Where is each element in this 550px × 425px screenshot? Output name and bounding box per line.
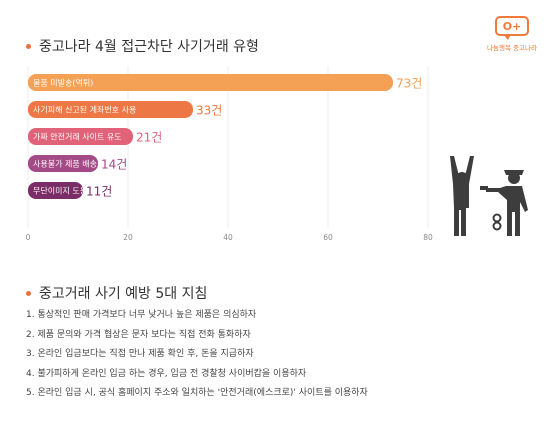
bar-category-label: 무단이미지 도용 <box>33 186 87 196</box>
x-tick-label: 80 <box>423 233 433 242</box>
x-tick-label: 40 <box>223 233 233 242</box>
chart-title: 중고나라 4월 접근차단 사기거래 유형 <box>39 39 259 55</box>
guidelines-section-title: 중고거래 사기 예방 5대 지침 <box>26 283 207 303</box>
bar-value-label: 21건 <box>136 131 162 145</box>
bar-value-label: 73건 <box>396 77 422 91</box>
bar-category-label: 가짜 안전거래 사이트 유도 <box>33 132 122 142</box>
logo-caption: 나눔행복 중고나라 <box>487 44 537 52</box>
bar-value-label: 33건 <box>196 104 222 118</box>
logo-mark: O+ <box>502 19 522 33</box>
bar <box>28 182 83 199</box>
guideline-item: 2. 제품 문의와 가격 협상은 문자 보다는 직접 전화 통화하자 <box>26 329 251 340</box>
bar-category-label: 사용불가 제품 배송 <box>33 159 97 169</box>
guideline-item: 4. 불가피하게 온라인 입금 하는 경우, 입금 전 경찰청 사이버캅을 이용… <box>26 368 307 379</box>
guidelines-list: 1. 통상적인 판매 가격보다 너무 낮거나 높은 제품은 의심하자 2. 제품… <box>26 306 368 404</box>
x-tick-label: 20 <box>123 233 133 242</box>
guideline-item: 1. 통상적인 판매 가격보다 너무 낮거나 높은 제품은 의심하자 <box>26 310 257 320</box>
bullet-dot-icon <box>26 43 31 49</box>
bar <box>28 101 193 118</box>
police-arrest-icon <box>450 156 528 236</box>
bar-category-label: 물품 미발송(먹튀) <box>33 78 93 88</box>
bar <box>28 155 98 172</box>
x-tick-label: 60 <box>323 233 333 242</box>
bullet-dot-icon <box>26 290 31 296</box>
brand-logo[interactable]: O+ 나눔행복 중고나라 <box>482 16 542 60</box>
chart-section-title: 중고나라 4월 접근차단 사기거래 유형 <box>26 36 259 56</box>
x-tick-label: 0 <box>26 233 31 242</box>
bar <box>28 128 133 145</box>
bar-category-label: 사기피해 신고된 계좌번호 사용 <box>33 105 136 115</box>
guidelines-title: 중고거래 사기 예방 5대 지침 <box>39 286 208 302</box>
bar-value-label: 14건 <box>101 158 127 172</box>
bar <box>28 74 393 91</box>
guideline-item: 3. 온라인 입금보다는 직접 만나 제품 확인 후, 돈을 지급하자 <box>26 349 254 359</box>
guideline-item: 5. 온라인 입금 시, 공식 홈페이지 주소와 일치하는 '안전거래(에스크로… <box>26 388 368 398</box>
bar-value-label: 11건 <box>86 185 112 199</box>
speech-bubble-logo-icon: O+ <box>495 16 529 40</box>
